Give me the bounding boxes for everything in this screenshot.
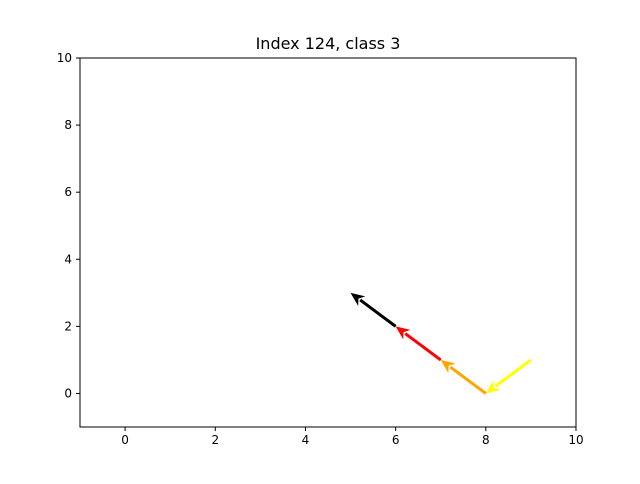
x-tick-label: 8 — [482, 433, 490, 447]
x-tick-label: 2 — [211, 433, 219, 447]
arrow-head — [395, 326, 411, 340]
y-tick-label: 4 — [64, 252, 72, 266]
y-tick-label: 10 — [57, 51, 72, 65]
x-tick-label: 0 — [121, 433, 129, 447]
arrow-head — [485, 380, 501, 394]
arrow-shaft — [449, 365, 487, 395]
arrow — [440, 359, 487, 395]
y-tick-label: 2 — [64, 319, 72, 333]
arrow — [350, 292, 397, 328]
chart-title: Index 124, class 3 — [256, 34, 401, 53]
arrow-shaft — [404, 332, 442, 362]
arrow-head — [440, 359, 456, 374]
x-tick-label: 10 — [568, 433, 583, 447]
arrow — [485, 358, 532, 394]
arrow-head — [350, 292, 366, 306]
x-axis: 0 2 4 6 8 10 — [121, 427, 584, 447]
y-axis: 0 2 4 6 8 10 — [57, 51, 80, 400]
y-tick-label: 8 — [64, 118, 72, 132]
arrow-series — [350, 292, 532, 395]
y-tick-label: 0 — [64, 386, 72, 400]
arrow-shaft — [494, 358, 532, 388]
arrow — [395, 326, 442, 362]
x-tick-label: 4 — [302, 433, 310, 447]
arrow-shaft — [359, 298, 397, 328]
x-tick-label: 6 — [392, 433, 400, 447]
plot-area — [79, 57, 577, 428]
y-tick-label: 6 — [64, 185, 72, 199]
